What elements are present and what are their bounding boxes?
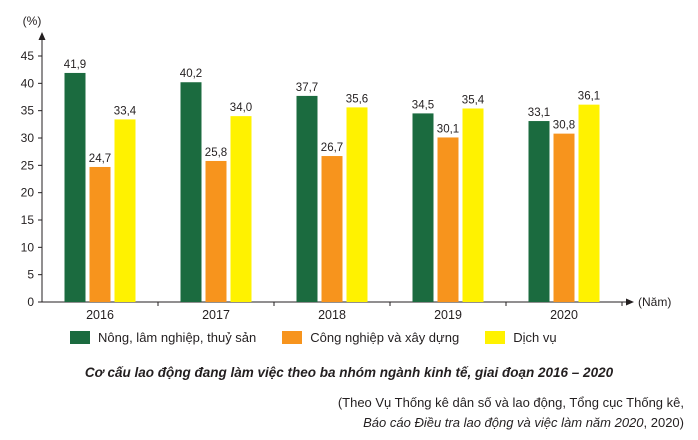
data-label: 34,5 <box>412 99 434 111</box>
bar <box>205 160 227 302</box>
x-axis-arrow <box>626 298 634 306</box>
legend-item-industry: Công nghiệp và xây dựng <box>282 330 459 345</box>
data-label: 33,4 <box>114 105 137 117</box>
data-label: 37,7 <box>296 82 318 94</box>
y-axis-label: (%) <box>23 14 42 28</box>
source-line-2: Báo cáo Điều tra lao động và việc làm nă… <box>164 413 684 433</box>
data-label: 35,4 <box>462 94 485 106</box>
bar <box>296 95 318 302</box>
legend-swatch-agriculture <box>70 331 90 344</box>
legend-label-services: Dịch vụ <box>513 330 557 345</box>
bar <box>64 72 86 303</box>
legend-label-agriculture: Nông, lâm nghiệp, thuỷ sản <box>98 330 257 345</box>
bar <box>553 133 575 302</box>
y-tick-label: 0 <box>27 295 34 309</box>
bar-chart: (%) (Năm) 0 5 10 15 20 25 30 35 40 45 2016 41,9 24,7 33… <box>21 14 672 322</box>
data-label: 41,9 <box>64 59 86 71</box>
legend: Nông, lâm nghiệp, thuỷ sản Công nghiệp v… <box>70 330 583 345</box>
bar <box>89 166 111 302</box>
y-tick-label: 5 <box>27 268 34 282</box>
data-label: 34,0 <box>230 102 252 114</box>
source-line-1: (Theo Vụ Thống kê dân số và lao động, Tổ… <box>337 395 684 410</box>
y-tick-label: 25 <box>21 158 35 172</box>
legend-item-agriculture: Nông, lâm nghiệp, thuỷ sản <box>70 330 256 345</box>
bar <box>321 156 343 302</box>
source-line-2-tail: , 2020) <box>643 415 684 430</box>
legend-swatch-services <box>485 331 506 344</box>
bar <box>462 108 484 302</box>
bar <box>346 107 368 303</box>
y-tick-label: 20 <box>21 186 35 200</box>
bar <box>180 82 202 303</box>
legend-item-services: Dịch vụ <box>485 330 557 345</box>
y-tick-label: 30 <box>21 131 35 145</box>
y-tick-label: 15 <box>21 213 35 227</box>
x-tick-label: 2018 <box>318 308 346 322</box>
bar <box>578 104 600 302</box>
y-tick-label: 40 <box>21 76 35 90</box>
data-label: 36,1 <box>578 91 600 103</box>
y-tick-label: 45 <box>21 49 35 63</box>
bar <box>528 121 550 302</box>
data-label: 40,2 <box>180 68 202 80</box>
legend-label-industry: Công nghiệp và xây dựng <box>310 330 460 345</box>
data-label: 35,6 <box>346 93 368 105</box>
source-report-title: Báo cáo Điều tra lao động và việc làm nă… <box>363 415 644 430</box>
y-tick-label: 10 <box>21 240 35 254</box>
data-label: 25,8 <box>205 147 227 159</box>
x-tick-label: 2017 <box>202 308 230 322</box>
x-tick-label: 2020 <box>550 308 578 322</box>
x-axis-label: (Năm) <box>638 295 671 309</box>
x-tick-label: 2016 <box>86 308 114 322</box>
bar <box>437 137 459 302</box>
bar <box>230 116 252 302</box>
data-label: 33,1 <box>528 107 550 119</box>
y-tick-label: 35 <box>21 104 35 118</box>
data-label: 30,1 <box>437 123 459 135</box>
source-note: (Theo Vụ Thống kê dân số và lao động, Tổ… <box>164 393 684 433</box>
y-axis-arrow <box>38 32 46 40</box>
bar <box>114 119 136 302</box>
x-tick-label: 2019 <box>434 308 462 322</box>
chart-caption: Cơ cấu lao động đang làm việc theo ba nh… <box>84 365 614 380</box>
legend-swatch-industry <box>282 331 303 344</box>
bar <box>412 113 434 303</box>
data-label: 24,7 <box>89 153 111 165</box>
data-label: 26,7 <box>321 142 343 154</box>
data-label: 30,8 <box>553 120 575 132</box>
